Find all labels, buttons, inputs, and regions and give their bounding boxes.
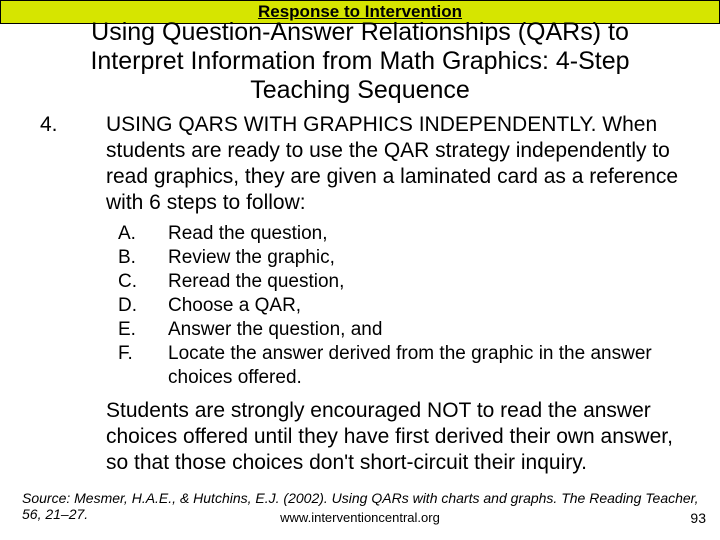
substep-c: C. Reread the question, [118, 270, 680, 294]
substep-text: Answer the question, and [168, 318, 680, 342]
substep-text: Review the graphic, [168, 246, 680, 270]
substep-letter: D. [118, 294, 168, 318]
substep-text: Read the question, [168, 222, 680, 246]
step-text: USING QARS WITH GRAPHICS INDEPENDENTLY. … [106, 112, 680, 216]
substep-a: A. Read the question, [118, 222, 680, 246]
followup-paragraph: Students are strongly encouraged NOT to … [106, 398, 680, 476]
substep-f: F. Locate the answer derived from the gr… [118, 342, 680, 390]
substep-text: Reread the question, [168, 270, 680, 294]
substep-letter: A. [118, 222, 168, 246]
substep-b: B. Review the graphic, [118, 246, 680, 270]
step-number: 4. [40, 112, 106, 216]
substep-letter: F. [118, 342, 168, 390]
substep-letter: B. [118, 246, 168, 270]
substep-text: Locate the answer derived from the graph… [168, 342, 680, 390]
footer-url: www.interventioncentral.org [0, 510, 720, 525]
body-content: 4. USING QARS WITH GRAPHICS INDEPENDENTL… [40, 112, 680, 476]
substep-letter: E. [118, 318, 168, 342]
substep-e: E. Answer the question, and [118, 318, 680, 342]
substep-letter: C. [118, 270, 168, 294]
slide: Response to Intervention Using Question-… [0, 0, 720, 540]
step-4: 4. USING QARS WITH GRAPHICS INDEPENDENTL… [40, 112, 680, 216]
substep-d: D. Choose a QAR, [118, 294, 680, 318]
page-number: 93 [690, 510, 706, 526]
sub-steps: A. Read the question, B. Review the grap… [118, 222, 680, 390]
substep-text: Choose a QAR, [168, 294, 680, 318]
slide-title: Using Question-Answer Relationships (QAR… [72, 18, 648, 105]
